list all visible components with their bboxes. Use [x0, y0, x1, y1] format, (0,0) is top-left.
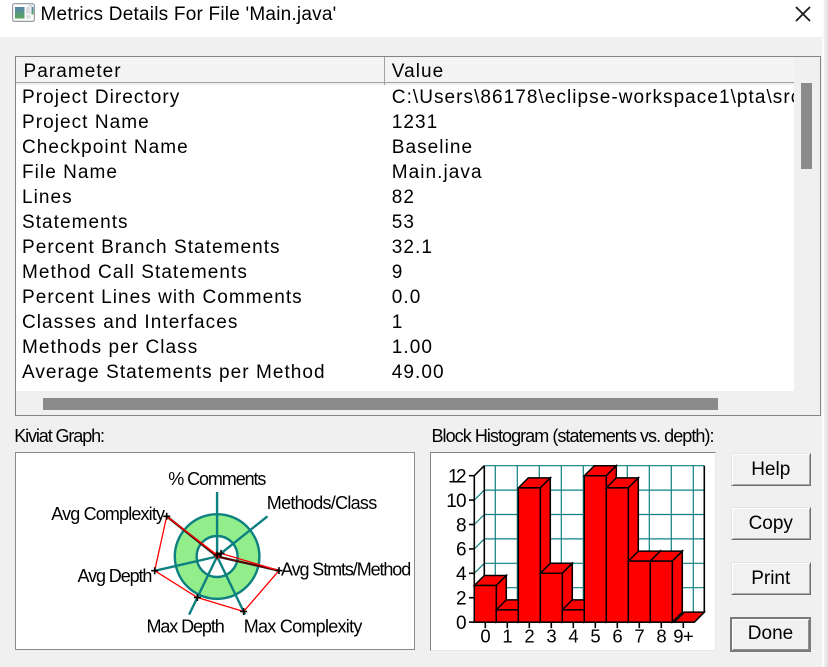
svg-text:9+: 9+ [673, 625, 693, 646]
svg-text:4: 4 [456, 564, 467, 585]
svg-text:2: 2 [524, 625, 534, 646]
svg-text:1: 1 [502, 625, 512, 646]
svg-text:4: 4 [568, 625, 578, 646]
svg-text:Methods/Class: Methods/Class [266, 493, 376, 513]
svg-text:5: 5 [590, 625, 600, 646]
svg-text:Max Complexity: Max Complexity [243, 616, 362, 636]
svg-text:7: 7 [634, 625, 644, 646]
svg-text:Avg Complexity: Avg Complexity [51, 504, 165, 524]
svg-text:8: 8 [456, 515, 466, 536]
svg-text:3: 3 [546, 625, 556, 646]
svg-text:10: 10 [446, 490, 466, 511]
svg-text:Max Depth: Max Depth [146, 616, 223, 636]
svg-text:0: 0 [480, 625, 490, 646]
svg-text:Avg Stmts/Method: Avg Stmts/Method [281, 559, 410, 579]
svg-text:% Comments: % Comments [168, 469, 266, 489]
svg-text:2: 2 [456, 588, 466, 609]
svg-text:8: 8 [656, 625, 666, 646]
svg-text:6: 6 [456, 539, 466, 560]
svg-text:Avg Depth: Avg Depth [77, 566, 151, 586]
svg-text:12: 12 [448, 466, 466, 487]
svg-text:6: 6 [612, 625, 622, 646]
svg-text:0: 0 [456, 612, 466, 633]
